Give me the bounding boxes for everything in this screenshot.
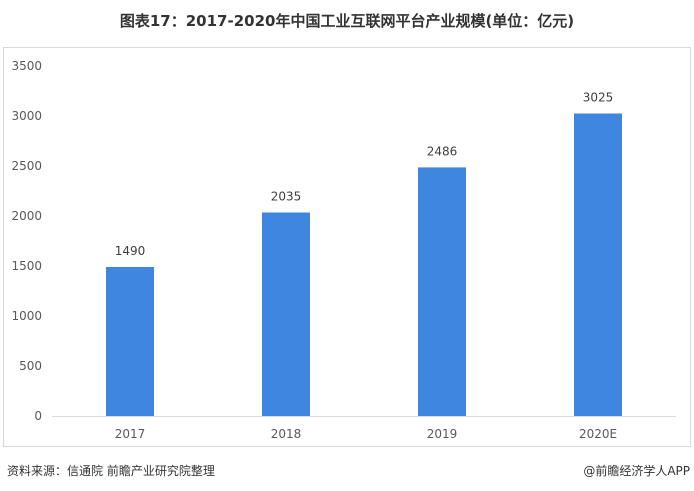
x-tick-label: 2020E xyxy=(579,427,617,441)
y-tick-label: 2500 xyxy=(11,159,42,173)
x-tick-label: 2019 xyxy=(427,427,458,441)
chart-frame xyxy=(3,47,691,447)
chart-title: 图表17：2017-2020年中国工业互联网平台产业规模(单位：亿元) xyxy=(119,12,575,30)
x-tick-label: 2018 xyxy=(271,427,302,441)
bar-2019 xyxy=(418,167,466,416)
y-tick-label: 3000 xyxy=(11,109,42,123)
data-label: 3025 xyxy=(583,91,614,105)
x-tick-label: 2017 xyxy=(115,427,146,441)
credit-note: @前瞻经济学人APP xyxy=(583,464,690,478)
y-tick-label: 1500 xyxy=(11,259,42,273)
bar-2020E xyxy=(574,113,622,416)
y-tick-label: 3500 xyxy=(11,59,42,73)
data-label: 2486 xyxy=(427,144,458,158)
data-label: 1490 xyxy=(115,244,146,258)
source-note: 资料来源：信通院 前瞻产业研究院整理 xyxy=(7,464,215,478)
bar-2018 xyxy=(262,212,310,416)
y-tick-label: 0 xyxy=(34,409,42,423)
y-tick-label: 500 xyxy=(19,359,42,373)
y-tick-label: 2000 xyxy=(11,209,42,223)
data-label: 2035 xyxy=(271,190,302,204)
y-tick-label: 1000 xyxy=(11,309,42,323)
bar-2017 xyxy=(106,267,154,416)
